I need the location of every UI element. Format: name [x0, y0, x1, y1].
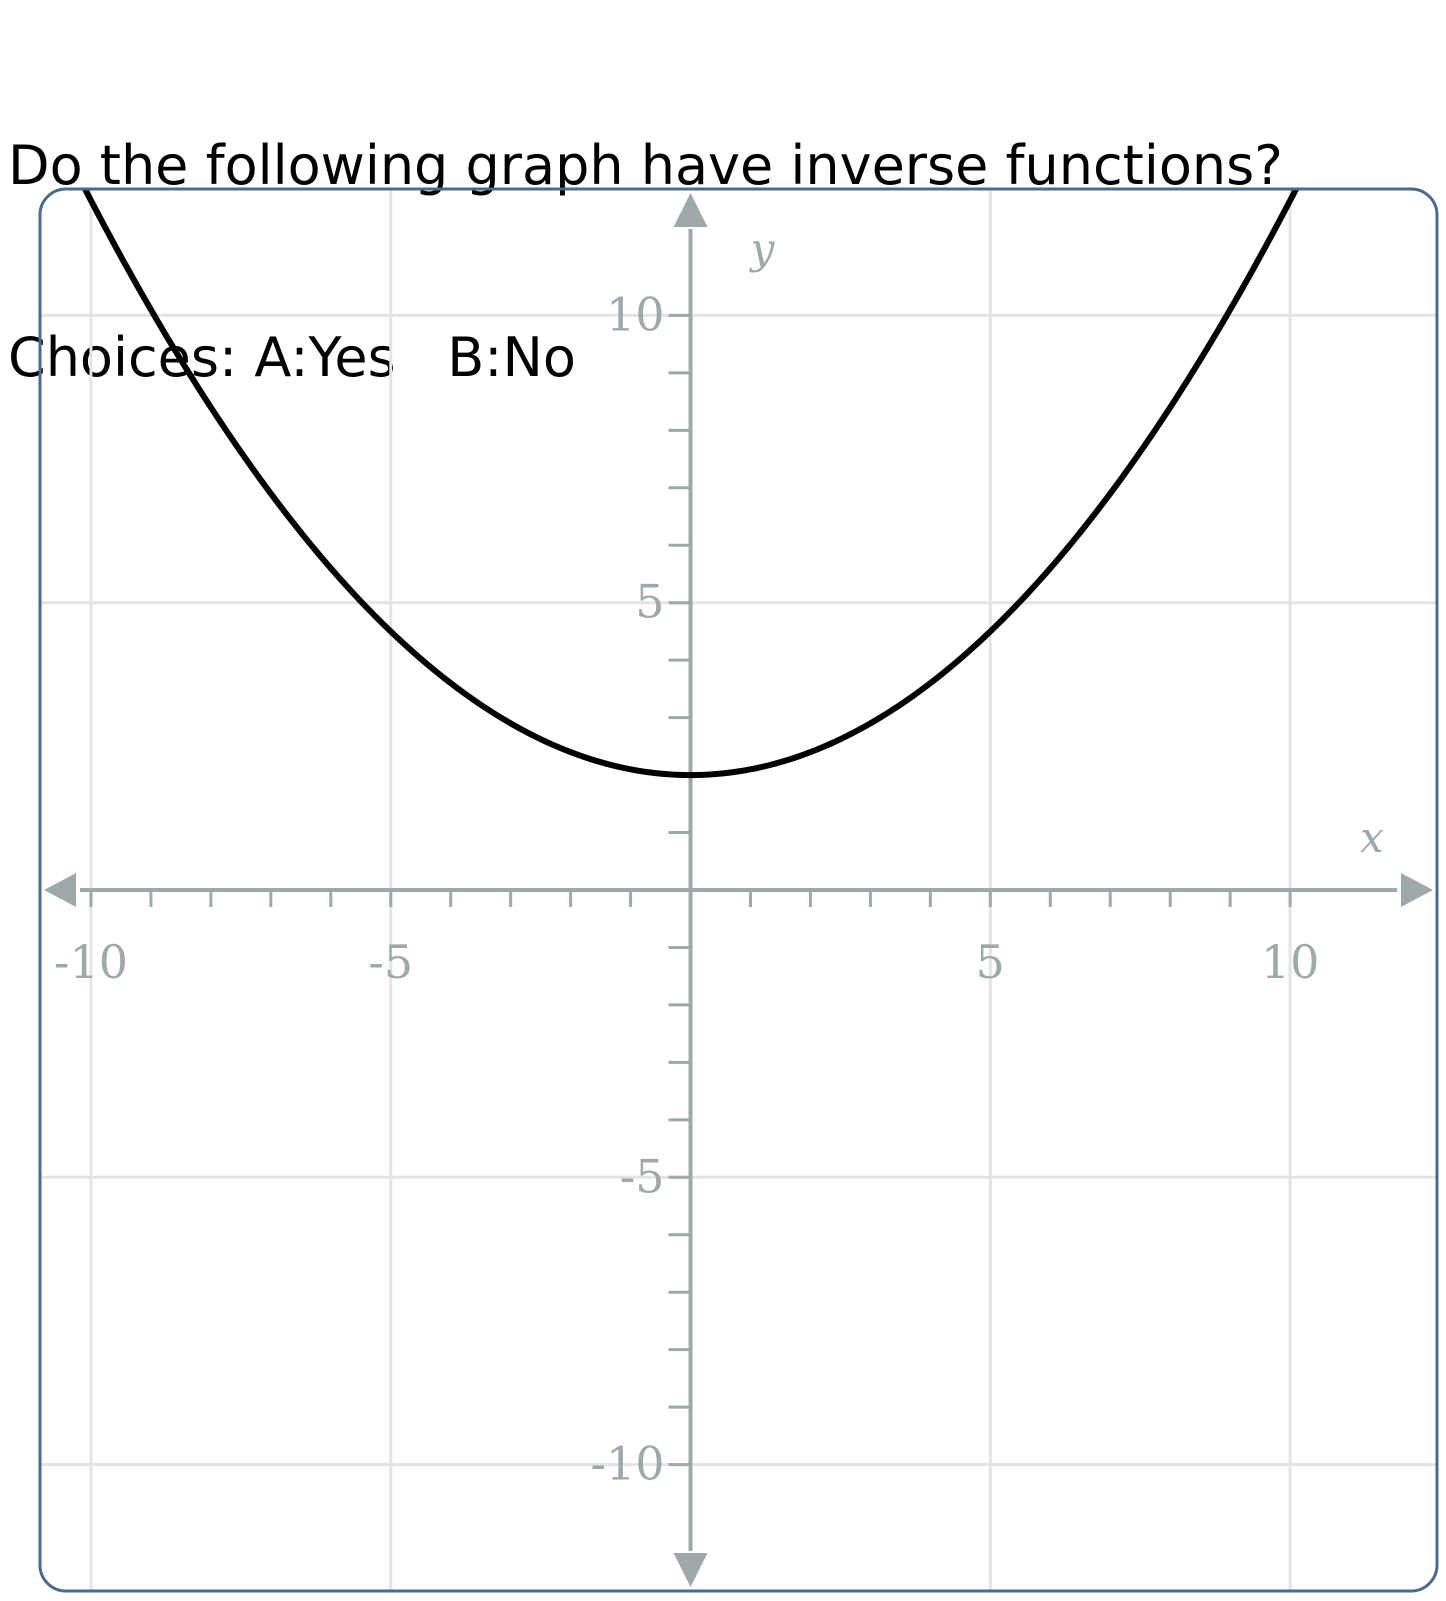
y-tick-label: 5	[635, 575, 664, 629]
graph-frame	[38, 187, 1439, 1593]
x-axis-arrow-right	[1401, 873, 1433, 907]
question-text: Do the following graph have inverse func…	[8, 6, 1283, 454]
x-axis-arrow-left	[44, 873, 76, 907]
y-axis-arrow-down	[673, 1553, 708, 1587]
x-tick-label: 5	[976, 935, 1005, 989]
plot-area: -10 -5 5 10 -10 -5 5 10 x y	[40, 189, 1437, 1591]
y-tick-label: 10	[606, 287, 665, 341]
y-tick-label: -10	[590, 1437, 664, 1491]
question-choices: Choices: A:Yes B:No	[8, 326, 576, 389]
question-prompt: Do the following graph have inverse func…	[8, 134, 1283, 197]
y-axis-arrow-up	[673, 193, 708, 227]
x-tick-label: -10	[54, 935, 128, 989]
function-curve	[40, 189, 1354, 779]
x-tick-label: 10	[1261, 935, 1320, 989]
y-axis-label: y	[749, 224, 776, 273]
x-axis-label: x	[1360, 813, 1384, 862]
y-tick-label: -5	[620, 1149, 665, 1203]
x-tick-label: -5	[368, 935, 413, 989]
